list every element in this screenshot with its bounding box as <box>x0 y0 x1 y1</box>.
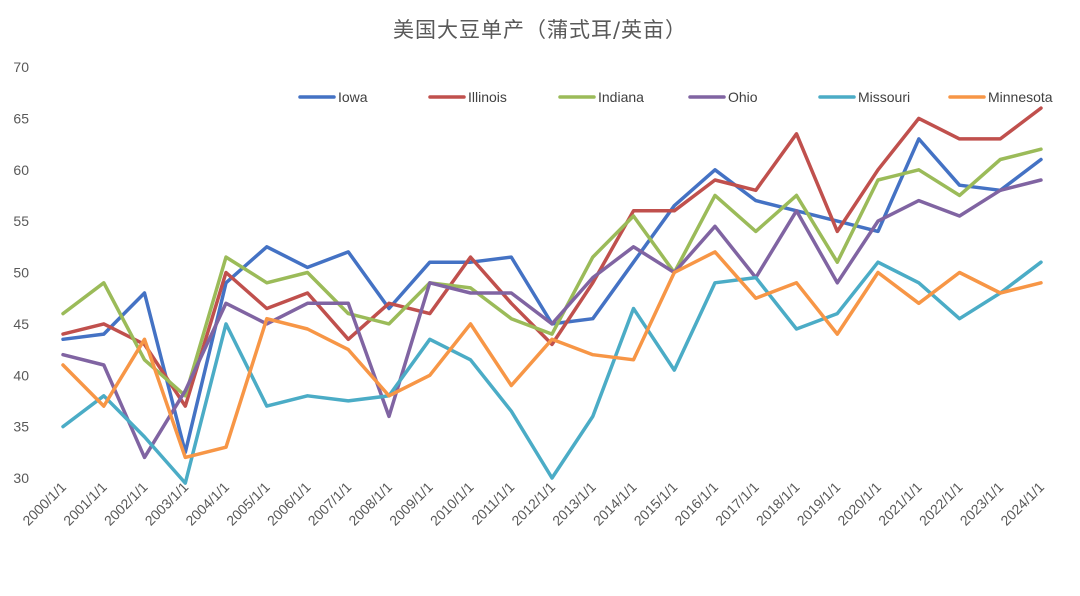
series-line-ohio <box>61 178 1043 460</box>
x-tick-label: 2009/1/1 <box>386 479 436 529</box>
x-tick-label: 2024/1/1 <box>997 479 1047 529</box>
series-layer <box>61 106 1043 485</box>
legend-label: Illinois <box>468 89 507 105</box>
y-tick-label: 30 <box>13 470 29 486</box>
y-tick-label: 50 <box>13 265 29 281</box>
x-axis: 2000/1/12001/1/12002/1/12003/1/12004/1/1… <box>19 479 1047 529</box>
x-tick-label: 2000/1/1 <box>19 479 69 529</box>
legend-label: Minnesota <box>988 89 1053 105</box>
x-tick-label: 2019/1/1 <box>794 479 844 529</box>
x-tick-label: 2001/1/1 <box>60 479 110 529</box>
y-axis: 30 35 40 45 50 55 60 65 70 <box>13 59 29 486</box>
x-tick-label: 2018/1/1 <box>753 479 803 529</box>
legend-item-illinois: Illinois <box>428 89 507 105</box>
x-tick-label: 2013/1/1 <box>549 479 599 529</box>
x-tick-label: 2005/1/1 <box>223 479 273 529</box>
y-tick-label: 70 <box>13 59 29 75</box>
y-tick-label: 40 <box>13 367 29 383</box>
x-tick-label: 2021/1/1 <box>875 479 925 529</box>
x-tick-label: 2002/1/1 <box>101 479 151 529</box>
series-line-illinois <box>61 106 1043 408</box>
legend-item-indiana: Indiana <box>558 89 644 105</box>
x-tick-label: 2010/1/1 <box>427 479 477 529</box>
x-tick-label: 2006/1/1 <box>264 479 314 529</box>
x-tick-label: 2004/1/1 <box>182 479 232 529</box>
x-tick-label: 2003/1/1 <box>142 479 192 529</box>
x-tick-label: 2016/1/1 <box>671 479 721 529</box>
x-tick-label: 2012/1/1 <box>508 479 558 529</box>
y-tick-label: 60 <box>13 162 29 178</box>
x-tick-label: 2007/1/1 <box>305 479 355 529</box>
legend-label: Ohio <box>728 89 758 105</box>
series-line-missouri <box>61 260 1043 485</box>
legend-label: Missouri <box>858 89 910 105</box>
legend-item-iowa: Iowa <box>298 89 368 105</box>
chart-title: 美国大豆单产（蒲式耳/英亩） <box>392 18 688 42</box>
legend-label: Iowa <box>338 89 368 105</box>
y-tick-label: 45 <box>13 316 29 332</box>
legend-item-missouri: Missouri <box>818 89 910 105</box>
y-tick-label: 35 <box>13 419 29 435</box>
legend: Iowa Illinois Indiana Ohio Missouri Minnesota <box>298 89 1053 105</box>
series-line-minnesota <box>61 250 1043 460</box>
x-tick-label: 2022/1/1 <box>916 479 966 529</box>
y-tick-label: 65 <box>13 110 29 126</box>
y-tick-label: 55 <box>13 213 29 229</box>
legend-label: Indiana <box>598 89 644 105</box>
x-tick-label: 2014/1/1 <box>590 479 640 529</box>
series-line-iowa <box>61 137 1043 455</box>
x-tick-label: 2023/1/1 <box>957 479 1007 529</box>
x-tick-label: 2020/1/1 <box>834 479 884 529</box>
x-tick-label: 2008/1/1 <box>345 479 395 529</box>
x-tick-label: 2015/1/1 <box>631 479 681 529</box>
x-tick-label: 2017/1/1 <box>712 479 762 529</box>
legend-item-ohio: Ohio <box>688 89 758 105</box>
series-line-indiana <box>61 147 1043 398</box>
legend-item-minnesota: Minnesota <box>948 89 1053 105</box>
